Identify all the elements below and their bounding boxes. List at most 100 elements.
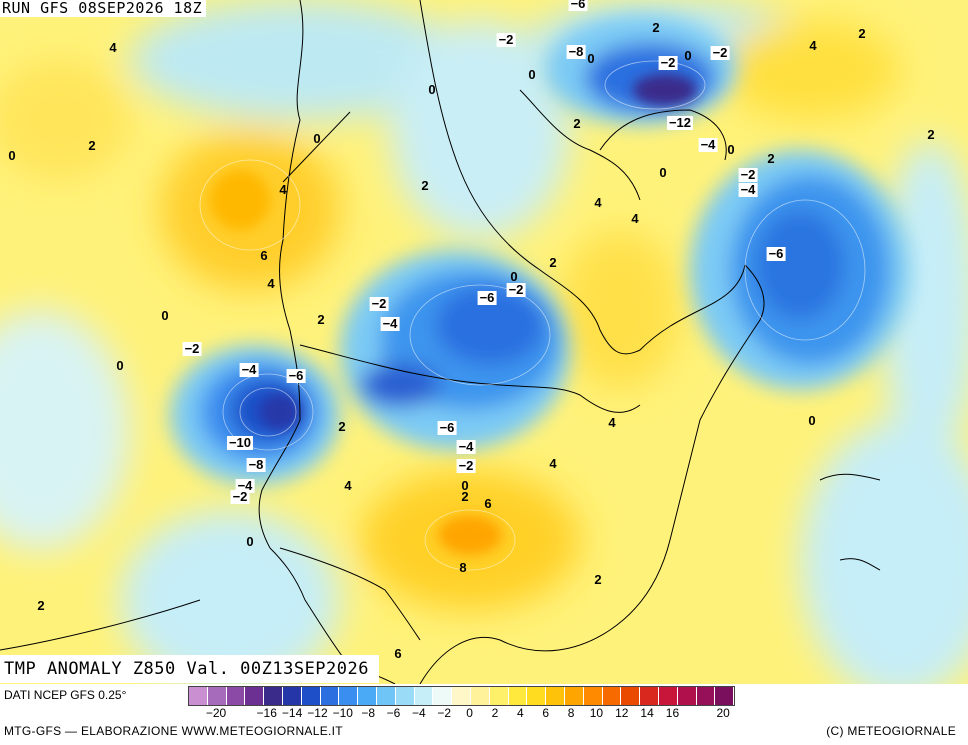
contour-label: 2 [88,138,96,153]
color-scale-swatch [358,687,377,705]
contour-label: 2 [549,255,557,270]
color-scale-tick-label: −14 [281,706,303,720]
color-scale-swatch [658,687,678,705]
contour-label: −2 [738,167,758,182]
color-scale-swatch [621,687,641,705]
color-scale-swatch [226,687,246,705]
color-scale-tick-label: 16 [665,706,680,720]
credit-right: (C) METEOGIORNALE [826,724,956,738]
contour-label: 4 [549,456,557,471]
contour-label: 2 [461,489,469,504]
contour-label: −2 [230,489,250,504]
color-scale-swatch [640,687,659,705]
color-scale-swatch [433,687,453,705]
contour-label: 4 [267,276,275,291]
color-scale-tick-label: −8 [361,706,375,720]
contour-label: −6 [286,368,306,383]
contours [199,60,866,571]
anomaly-field-cores [210,74,697,555]
color-scale-tick-label: −10 [332,706,353,720]
contour-label: −8 [246,457,266,472]
color-scale-swatch [339,687,359,705]
contour-label: 2 [317,312,325,327]
contour-label: −2 [496,32,516,47]
contour-label: 0 [659,165,667,180]
contour-label: −4 [235,478,255,493]
contour-label: 4 [344,478,352,493]
color-scale-tick-label: 6 [542,706,550,720]
contour-label: 0 [313,131,321,146]
contour-label: −6 [437,420,457,435]
color-scale-swatch [376,687,396,705]
color-scale-tick-label: −20 [205,706,227,720]
color-scale-tick-label: 10 [589,706,604,720]
contour-label: −6 [568,0,588,11]
color-scale-tick-label: 2 [491,706,499,720]
color-scale-tick-label: −2 [437,706,452,720]
color-scale-tick-label: 4 [516,706,524,720]
contour-label: 0 [461,478,469,493]
color-scale-ticks: −20 −16 −14 −12 −10 −8 −6 −4 −2 0 2 4 6 8 10 12 14 16 20 [188,706,968,722]
contour-label: −4 [456,439,476,454]
contour-label: 6 [394,646,402,661]
contour-label: −8 [566,44,586,59]
color-scale-tick-label: 12 [615,706,629,720]
contour-label: −4 [738,182,758,197]
contour-label: 8 [459,560,467,575]
color-scale-bar [188,686,736,706]
temperature-anomaly-map: 4 2 0 0 4 6 4 2 0 0 −2 −4 −6 −10 −8 −4 −2 0 2 2 4 −2 −4 −6 −2 0 2−… [0,0,968,684]
contour-label: 2 [858,26,866,41]
contour-label: −4 [239,362,259,377]
contour-label: 4 [279,182,287,197]
data-source: DATI NCEP GFS 0.25° [4,688,127,702]
contour-label: 2 [338,419,346,434]
contour-label: 6 [484,496,492,511]
contour-label: 0 [587,51,595,66]
contour-label: −2 [369,296,389,311]
borders [279,111,641,641]
color-scale-swatch [696,687,716,705]
color-scale-swatch [414,687,434,705]
color-scale-swatch [320,687,340,705]
contour-label: 0 [727,142,735,157]
contour-label: 0 [684,48,692,63]
contour-label: 0 [161,308,169,323]
contour-label: −4 [698,137,718,152]
contour-label: −2 [506,282,526,297]
color-scale-swatch [602,687,622,705]
contour-label: 0 [8,148,16,163]
contour-label: 2 [767,151,775,166]
map-title: TMP ANOMALY Z850 Val. 00Z13SEP2026 [0,655,379,683]
color-scale-swatch [282,687,302,705]
color-scale-swatch [583,687,603,705]
contour-label: 2 [594,572,602,587]
contour-label: −12 [666,115,694,130]
color-scale-swatch [564,687,584,705]
color-scale-swatch [301,687,321,705]
color-scale-swatch [508,687,528,705]
color-scale-swatch [245,687,265,705]
run-title: RUN GFS 08SEP2026 18Z [0,0,207,17]
color-scale-swatch [395,687,415,705]
contour-label: 4 [109,40,117,55]
contour-label: 0 [510,269,518,284]
contour-label: 2 [37,598,45,613]
contour-label: −4 [380,316,400,331]
anomaly-field-broad [0,0,968,684]
contour-label: 2 [927,127,935,142]
contour-label: −2 [710,45,730,60]
contour-label: 0 [428,82,436,97]
contour-label: 0 [808,413,816,428]
color-scale-tick-label: −4 [412,706,426,720]
color-scale-tick-label: −6 [386,706,401,720]
color-scale-tick-label: 8 [567,706,575,720]
contour-label: −10 [226,435,254,450]
contour-label: −2 [658,55,678,70]
contour-label: 0 [528,67,536,82]
color-scale-swatch [207,687,227,705]
color-scale-tick-label: 20 [716,706,730,720]
color-scale-swatch [264,687,283,705]
color-scale-swatch [452,687,471,705]
footer: DATI NCEP GFS 0.25° −20 −16 −14 −12 −10 −8 −6−… [0,684,968,745]
